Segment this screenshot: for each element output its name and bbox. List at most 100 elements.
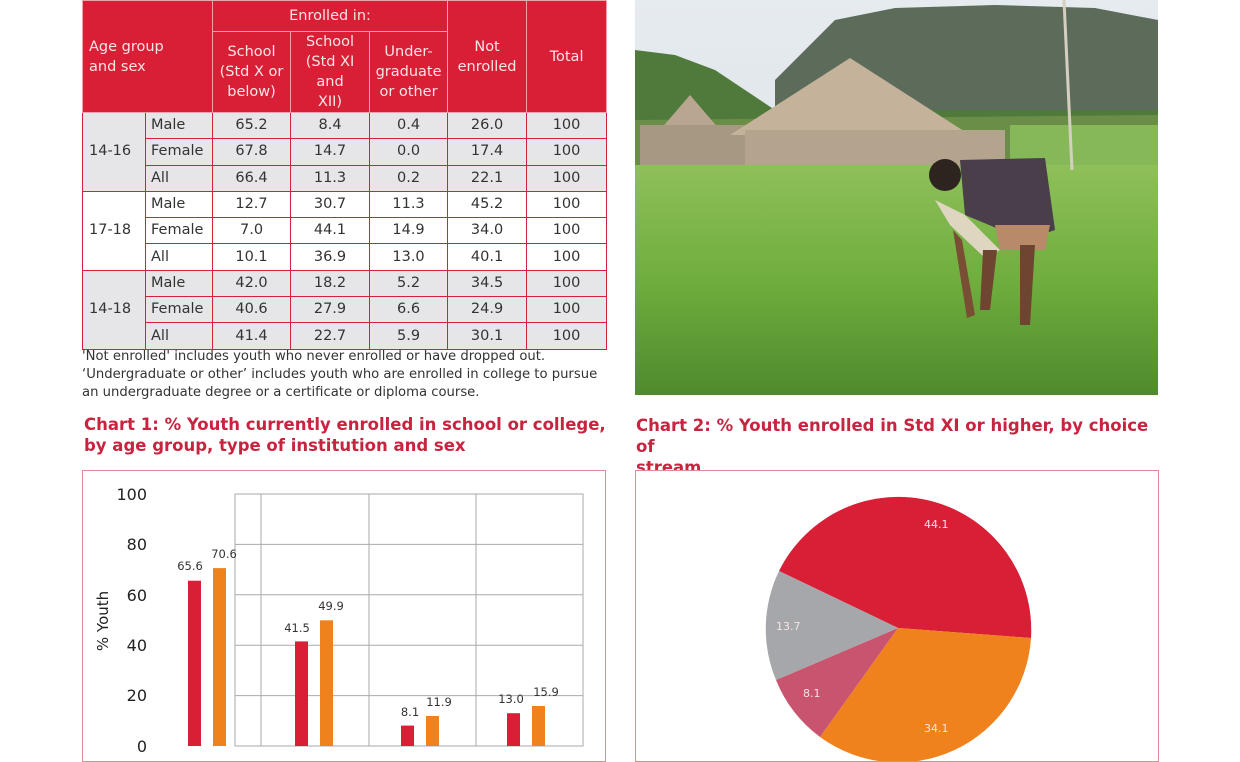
value-cell: 100 [526,164,608,192]
bar-orange-4 [532,706,545,746]
table-row: 17-18 Male 12.7 30.7 11.3 45.2 100 [82,190,608,271]
bar-chart: 100 80 60 40 20 0 % Youth [94,485,584,756]
age-group-cell: 14-16 [82,112,146,192]
table-row: All 10.1 36.9 13.0 40.1 100 [83,243,608,271]
value-cell: 0.0 [369,138,449,166]
value-cell: 11.3 [369,190,449,219]
age-group-cell: 17-18 [82,190,146,271]
value-cell: 10.1 [212,243,292,271]
pie-slices [765,496,1032,761]
bar-label: 15.9 [533,685,559,699]
y-tick-0: 0 [137,737,147,756]
table-row: Female 40.6 27.9 6.6 24.9 100 [83,296,608,324]
header-school-x: School (Std X or below) [212,31,292,113]
bar-label: 13.0 [498,692,524,706]
value-cell: 66.4 [212,164,292,192]
table-row: Female 7.0 44.1 14.9 34.0 100 [83,217,608,245]
value-cell: 44.1 [290,217,371,245]
pie-label: 8.1 [803,687,821,700]
value-cell: 45.2 [447,190,528,219]
y-tick-40: 40 [127,636,147,655]
pie-chart [765,496,1032,761]
value-cell: 0.4 [369,111,449,140]
chart2-title: Chart 2: % Youth enrolled in Std XI or h… [636,415,1166,478]
bar-label: 49.9 [318,599,344,613]
value-cell: 14.9 [369,217,449,245]
value-cell: 36.9 [290,243,371,271]
chart2-container: 44.1 34.1 8.1 13.7 [635,470,1159,762]
pie-slice-34-1 [820,628,1031,761]
chart1-container: 100 80 60 40 20 0 % Youth 65.6 70.6 41.5… [82,470,606,762]
value-cell: 100 [526,296,608,324]
header-not-enrolled: Not enrolled [447,0,528,113]
bars [188,568,545,746]
y-tick-100: 100 [116,485,147,504]
bar-orange-2 [320,620,333,746]
bar-red-4 [507,713,520,746]
value-cell: 27.9 [290,296,371,324]
sex-cell: All [144,243,214,271]
pie-slice-13-7 [765,571,898,680]
value-cell: 8.4 [290,111,371,140]
sex-cell: All [144,322,214,350]
header-undergraduate: Under- graduate or other [369,31,449,113]
table-row: 14-18 Male 42.0 18.2 5.2 34.5 100 [82,269,608,350]
value-cell: 13.0 [369,243,449,271]
field-photo [635,0,1158,395]
value-cell: 18.2 [290,269,371,298]
bar-label: 8.1 [400,705,420,719]
value-cell: 34.0 [447,217,528,245]
value-cell: 30.7 [290,190,371,219]
bar-red-2 [295,641,308,746]
value-cell: 100 [526,190,608,219]
y-axis-label: % Youth [94,591,112,651]
bar-orange-3 [426,716,439,746]
sex-cell: Female [144,296,214,324]
value-cell: 12.7 [212,190,292,219]
bar-label: 11.9 [426,695,452,709]
value-cell: 17.4 [447,138,528,166]
y-tick-80: 80 [127,535,147,554]
sex-cell: Male [144,269,214,298]
value-cell: 40.6 [212,296,292,324]
value-cell: 100 [526,138,608,166]
bar-label: 41.5 [284,621,310,635]
value-cell: 22.7 [290,322,371,350]
value-cell: 100 [526,243,608,271]
sex-cell: Male [144,190,214,219]
value-cell: 14.7 [290,138,371,166]
bar-red-1 [188,580,201,746]
y-tick-20: 20 [127,686,147,705]
value-cell: 30.1 [447,322,528,350]
value-cell: 40.1 [447,243,528,271]
sex-cell: All [144,164,214,192]
bar-label: 65.6 [177,559,203,573]
bar-label: 70.6 [211,547,237,561]
value-cell: 0.2 [369,164,449,192]
table-footnote: 'Not enrolled' includes youth who never … [82,348,612,402]
pie-slice-8-1 [776,628,898,737]
pie-slice-44-1 [779,496,1032,638]
pie-label: 44.1 [924,518,949,531]
value-cell: 100 [526,269,608,298]
photo-illustration [635,0,1158,395]
bar-orange-1 [213,568,226,746]
value-cell: 65.2 [212,111,292,140]
value-cell: 11.3 [290,164,371,192]
y-tick-60: 60 [127,586,147,605]
value-cell: 67.8 [212,138,292,166]
chart1-title: Chart 1: % Youth currently enrolled in s… [84,414,614,456]
header-total: Total [526,0,608,113]
value-cell: 34.5 [447,269,528,298]
table-row: All 41.4 22.7 5.9 30.1 100 [83,322,608,350]
value-cell: 5.2 [369,269,449,298]
sex-cell: Female [144,138,214,166]
value-cell: 100 [526,217,608,245]
value-cell: 5.9 [369,322,449,350]
sex-cell: Female [144,217,214,245]
value-cell: 42.0 [212,269,292,298]
footnote-not-enrolled: 'Not enrolled' includes youth who never … [82,349,546,364]
chart1-title-line1: Chart 1: % Youth currently enrolled in s… [84,415,606,434]
footnote-undergraduate: ‘Undergraduate or other’ includes youth … [82,367,598,400]
header-enrolled-in: Enrolled in: [212,0,449,32]
